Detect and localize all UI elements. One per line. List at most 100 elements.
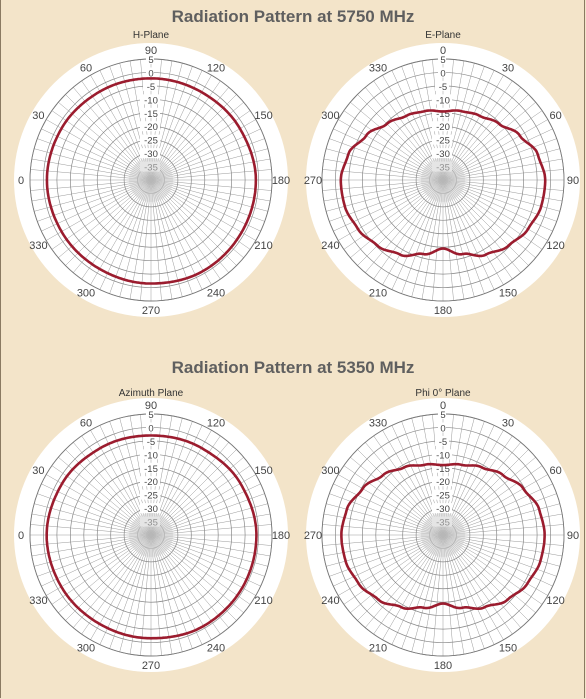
radial-tick-label: -25 bbox=[144, 136, 158, 147]
angle-label: 300 bbox=[77, 288, 95, 300]
radial-label-bg bbox=[438, 54, 446, 64]
angle-label: 30 bbox=[502, 417, 514, 429]
angle-label: 330 bbox=[29, 240, 47, 252]
angle-label: 330 bbox=[369, 417, 387, 429]
angle-label: 120 bbox=[546, 595, 564, 607]
pattern-trace bbox=[45, 77, 258, 285]
polar-chart-2: Azimuth Plane50-5-10-15-20-25-30-3590603… bbox=[14, 388, 290, 672]
radial-tick-label: -10 bbox=[144, 95, 158, 106]
angle-label: 240 bbox=[321, 240, 339, 252]
angle-label: 150 bbox=[254, 110, 272, 122]
angle-label: 270 bbox=[304, 530, 322, 542]
center-hub bbox=[421, 513, 465, 557]
radial-label-bg bbox=[140, 462, 160, 473]
angle-label: 270 bbox=[142, 660, 160, 672]
center-hub bbox=[421, 158, 465, 202]
radial-tick-label: 5 bbox=[440, 55, 445, 66]
radial-tick-label: -25 bbox=[436, 136, 450, 147]
radial-tick-label: 5 bbox=[148, 55, 153, 66]
radial-label-bg bbox=[140, 503, 160, 514]
radial-tick-label: -15 bbox=[144, 109, 158, 120]
radial-tick-label: -25 bbox=[436, 491, 450, 502]
polar-chart-1: E-Plane50-5-10-15-20-25-30-3503060901201… bbox=[304, 30, 580, 317]
angle-label: 150 bbox=[499, 643, 517, 655]
angle-label: 90 bbox=[567, 175, 579, 187]
radial-tick-label: -30 bbox=[144, 149, 158, 160]
radial-tick-label: -5 bbox=[439, 437, 447, 448]
angle-label: 60 bbox=[549, 465, 561, 477]
section-title-5350: Radiation Pattern at 5350 MHz bbox=[171, 358, 415, 377]
radial-label-bg bbox=[146, 409, 154, 419]
radial-label-bg bbox=[432, 107, 452, 118]
section-title-5750: Radiation Pattern at 5750 MHz bbox=[171, 7, 415, 26]
radial-label-bg bbox=[140, 449, 160, 460]
angle-label: 120 bbox=[207, 62, 225, 74]
pattern-trace bbox=[340, 462, 546, 611]
angle-label: 240 bbox=[207, 288, 225, 300]
angle-label: 150 bbox=[499, 288, 517, 300]
radial-tick-label: -30 bbox=[436, 504, 450, 515]
radial-tick-label: -20 bbox=[144, 477, 158, 488]
radial-tick-label: -15 bbox=[144, 464, 158, 475]
angle-label: 210 bbox=[369, 288, 387, 300]
radial-tick-label: 0 bbox=[148, 68, 153, 79]
radial-label-bg bbox=[143, 435, 157, 446]
chart-title: Azimuth Plane bbox=[119, 388, 184, 399]
angle-label: 30 bbox=[502, 62, 514, 74]
radial-tick-label: -5 bbox=[147, 437, 155, 448]
angle-label: 120 bbox=[207, 417, 225, 429]
angle-label: 30 bbox=[32, 465, 44, 477]
radial-tick-label: -5 bbox=[147, 82, 155, 93]
angle-label: 0 bbox=[440, 400, 446, 412]
angle-label: 60 bbox=[80, 62, 92, 74]
radial-label-bg bbox=[435, 80, 449, 91]
angle-label: 0 bbox=[18, 530, 24, 542]
angle-label: 150 bbox=[254, 465, 272, 477]
angle-label: 60 bbox=[549, 110, 561, 122]
radial-label-bg bbox=[438, 409, 446, 419]
radial-tick-label: -15 bbox=[436, 109, 450, 120]
radial-tick-label: -30 bbox=[144, 504, 158, 515]
radial-label-bg bbox=[432, 489, 452, 500]
center-hub bbox=[129, 158, 173, 202]
angle-label: 330 bbox=[29, 595, 47, 607]
angle-label: 30 bbox=[32, 110, 44, 122]
radial-label-bg bbox=[140, 489, 160, 500]
chart-title: E-Plane bbox=[425, 30, 461, 41]
polar-chart-0: H-Plane50-5-10-15-20-25-30-3590603003303… bbox=[14, 30, 290, 317]
angle-label: 180 bbox=[272, 175, 290, 187]
angle-label: 270 bbox=[142, 305, 160, 317]
angle-label: 210 bbox=[254, 595, 272, 607]
angle-label: 240 bbox=[207, 643, 225, 655]
angle-label: 300 bbox=[321, 110, 339, 122]
angle-label: 300 bbox=[321, 465, 339, 477]
radial-label-bg bbox=[140, 94, 160, 105]
pattern-trace bbox=[339, 109, 547, 258]
radial-tick-label: -10 bbox=[144, 450, 158, 461]
pattern-trace bbox=[45, 434, 258, 640]
angle-label: 210 bbox=[254, 240, 272, 252]
angle-label: 300 bbox=[77, 643, 95, 655]
radial-label-bg bbox=[432, 449, 452, 460]
radial-tick-label: 0 bbox=[148, 423, 153, 434]
angle-label: 180 bbox=[434, 660, 452, 672]
angle-label: 60 bbox=[80, 417, 92, 429]
radial-tick-label: -15 bbox=[436, 464, 450, 475]
radial-tick-label: 5 bbox=[148, 410, 153, 421]
radial-label-bg bbox=[146, 422, 154, 433]
radial-label-bg bbox=[143, 80, 157, 91]
radial-label-bg bbox=[432, 148, 452, 159]
angle-label: 90 bbox=[145, 400, 157, 412]
radial-tick-label: 0 bbox=[440, 68, 445, 79]
radial-label-bg bbox=[432, 462, 452, 473]
polar-chart-3: Phi 0° Plane50-5-10-15-20-25-30-35030609… bbox=[304, 388, 580, 672]
angle-label: 210 bbox=[369, 643, 387, 655]
radial-label-bg bbox=[438, 67, 446, 78]
angle-label: 180 bbox=[434, 305, 452, 317]
radial-label-bg bbox=[435, 435, 449, 446]
radial-tick-label: -10 bbox=[436, 95, 450, 106]
radial-label-bg bbox=[146, 54, 154, 64]
angle-label: 90 bbox=[567, 530, 579, 542]
